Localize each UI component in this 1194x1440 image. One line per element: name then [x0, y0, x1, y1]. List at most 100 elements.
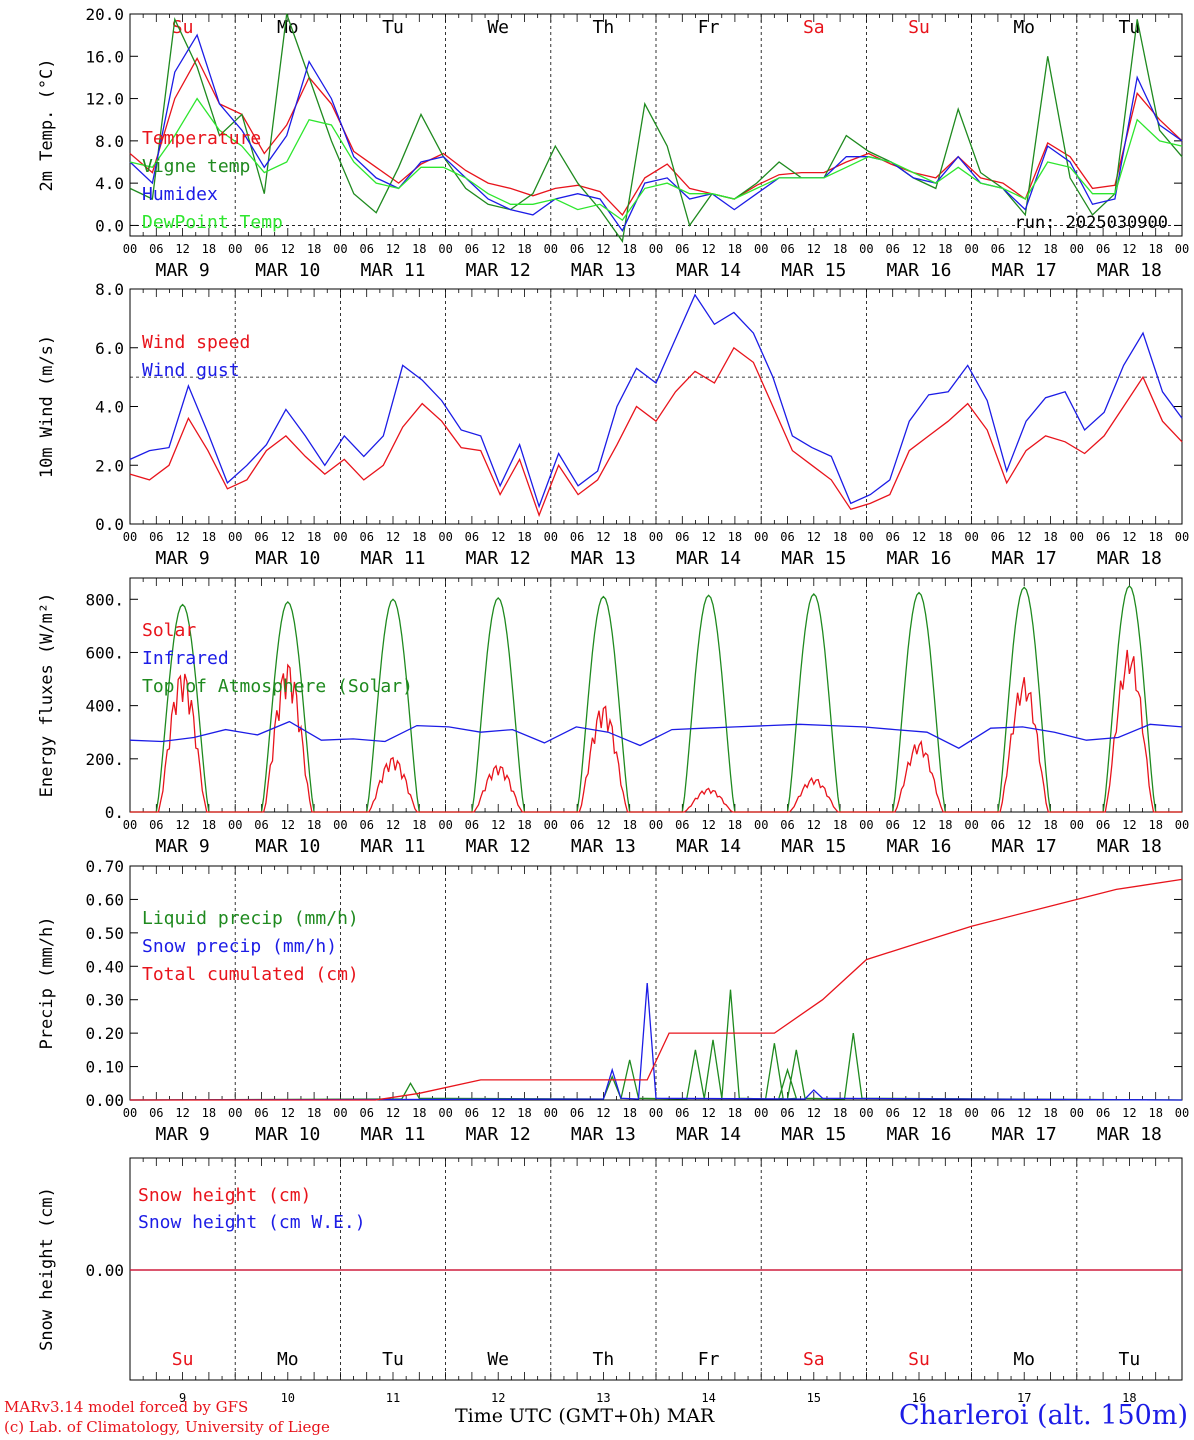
- y-tick-label: 20.0: [85, 5, 124, 24]
- date-label: MAR 12: [466, 548, 531, 569]
- weekday-label: Mo: [277, 1349, 299, 1370]
- hour-tick-label: 00: [544, 818, 558, 832]
- hour-tick-label: 12: [596, 1106, 610, 1120]
- hour-tick-label: 06: [359, 242, 373, 256]
- hour-tick-label: 06: [885, 530, 899, 544]
- hour-tick-label: 06: [465, 242, 479, 256]
- date-label: MAR 18: [1097, 1124, 1162, 1145]
- hour-tick-label: 12: [912, 530, 926, 544]
- y-tick-label: 400.: [85, 697, 124, 716]
- hour-tick-label: 12: [1122, 818, 1136, 832]
- hour-tick-label: 00: [964, 242, 978, 256]
- legend-entry: Snow precip (mm/h): [142, 936, 337, 957]
- y-axis-label: 2m Temp. (°C): [37, 58, 57, 191]
- hour-tick-label: 06: [780, 530, 794, 544]
- date-label: MAR 15: [781, 836, 846, 857]
- day-number-label: 11: [386, 1391, 400, 1405]
- y-tick-label: 2.0: [95, 456, 124, 475]
- date-label: MAR 12: [466, 836, 531, 857]
- hour-tick-label: 18: [307, 530, 321, 544]
- date-label: MAR 10: [255, 548, 320, 569]
- hour-tick-label: 00: [438, 818, 452, 832]
- hour-tick-label: 18: [622, 1106, 636, 1120]
- day-number-label: 17: [1017, 1391, 1031, 1405]
- hour-tick-label: 12: [912, 818, 926, 832]
- date-label: MAR 15: [781, 260, 846, 281]
- series-line: [129, 346, 1183, 518]
- hour-tick-label: 18: [1043, 1106, 1057, 1120]
- weekday-label: Mo: [277, 17, 299, 38]
- hour-tick-label: 00: [333, 1106, 347, 1120]
- hour-tick-label: 06: [254, 530, 268, 544]
- hour-tick-label: 18: [622, 242, 636, 256]
- hour-tick-label: 00: [859, 242, 873, 256]
- date-label: MAR 15: [781, 1124, 846, 1145]
- date-label: MAR 17: [992, 260, 1057, 281]
- weekday-label: We: [487, 17, 509, 38]
- series-line: [129, 293, 1183, 509]
- legend-entry: Liquid precip (mm/h): [142, 908, 359, 929]
- legend-entry: Temperature: [142, 128, 261, 149]
- series-line: [129, 56, 1183, 216]
- hour-tick-label: 18: [938, 242, 952, 256]
- hour-tick-label: 00: [859, 530, 873, 544]
- hour-tick-label: 12: [491, 1106, 505, 1120]
- hour-tick-label: 00: [333, 242, 347, 256]
- hour-tick-label: 00: [333, 530, 347, 544]
- hour-tick-label: 06: [254, 242, 268, 256]
- hour-tick-label: 12: [281, 818, 295, 832]
- hour-tick-label: 18: [202, 818, 216, 832]
- legend-entry: Solar: [142, 620, 196, 641]
- y-tick-label: 4.0: [95, 174, 124, 193]
- hour-tick-label: 12: [701, 530, 715, 544]
- hour-tick-label: 06: [991, 530, 1005, 544]
- hour-tick-label: 00: [228, 818, 242, 832]
- hour-tick-label: 18: [1043, 242, 1057, 256]
- y-tick-label: 16.0: [85, 47, 124, 66]
- day-number-label: 13: [596, 1391, 610, 1405]
- legend-entry: Humidex: [142, 184, 218, 205]
- hour-tick-label: 12: [1017, 818, 1031, 832]
- hour-tick-label: 00: [649, 242, 663, 256]
- y-tick-label: 0.00: [85, 1091, 124, 1110]
- hour-tick-label: 18: [307, 242, 321, 256]
- date-label: MAR 12: [466, 260, 531, 281]
- hour-tick-label: 18: [1148, 818, 1162, 832]
- hour-tick-label: 06: [675, 530, 689, 544]
- panel-4: 00 06 12 18 00 06 12 18 00 06 12 18 00 06 12 18 00 06 12 18…: [37, 857, 1189, 1145]
- hour-tick-label: 18: [938, 530, 952, 544]
- date-label: MAR 12: [466, 1124, 531, 1145]
- hour-tick-label: 00: [123, 1106, 137, 1120]
- hour-tick-label: 18: [728, 818, 742, 832]
- weekday-label: Mo: [1013, 1349, 1035, 1370]
- day-number-label: 10: [281, 1391, 295, 1405]
- hour-tick-label: 12: [491, 242, 505, 256]
- hour-tick-label: 12: [281, 530, 295, 544]
- hour-tick-label: 18: [412, 530, 426, 544]
- hour-tick-label: 00: [228, 242, 242, 256]
- hour-tick-label: 06: [570, 530, 584, 544]
- hour-tick-label: 06: [149, 530, 163, 544]
- hour-tick-label: 18: [833, 818, 847, 832]
- y-tick-label: 8.0: [95, 132, 124, 151]
- y-tick-label: 8.0: [95, 280, 124, 299]
- hour-tick-label: 12: [1122, 242, 1136, 256]
- date-label: MAR 16: [886, 836, 951, 857]
- hour-tick-label: 18: [307, 1106, 321, 1120]
- date-label: MAR 14: [676, 836, 741, 857]
- y-axis-label: 10m Wind (m/s): [37, 335, 57, 478]
- hour-tick-label: 00: [754, 530, 768, 544]
- legend-entry: Infrared: [142, 648, 229, 669]
- model-credit: MARv3.14 model forced by GFS: [4, 1398, 249, 1416]
- y-axis-label: Energy fluxes (W/m²): [37, 593, 57, 798]
- hour-tick-label: 12: [491, 818, 505, 832]
- hour-tick-label: 06: [991, 1106, 1005, 1120]
- date-label: MAR 15: [781, 548, 846, 569]
- panel-3: 00 06 12 18 00 06 12 18 00 06 12 18 00 06 12 18 00 06 12 18…: [37, 577, 1189, 857]
- hour-tick-label: 18: [517, 242, 531, 256]
- hour-tick-label: 12: [1122, 530, 1136, 544]
- date-label: MAR 13: [571, 260, 636, 281]
- hour-tick-label: 12: [1017, 242, 1031, 256]
- weekday-label: Su: [908, 17, 930, 38]
- y-tick-label: 0.70: [85, 857, 124, 876]
